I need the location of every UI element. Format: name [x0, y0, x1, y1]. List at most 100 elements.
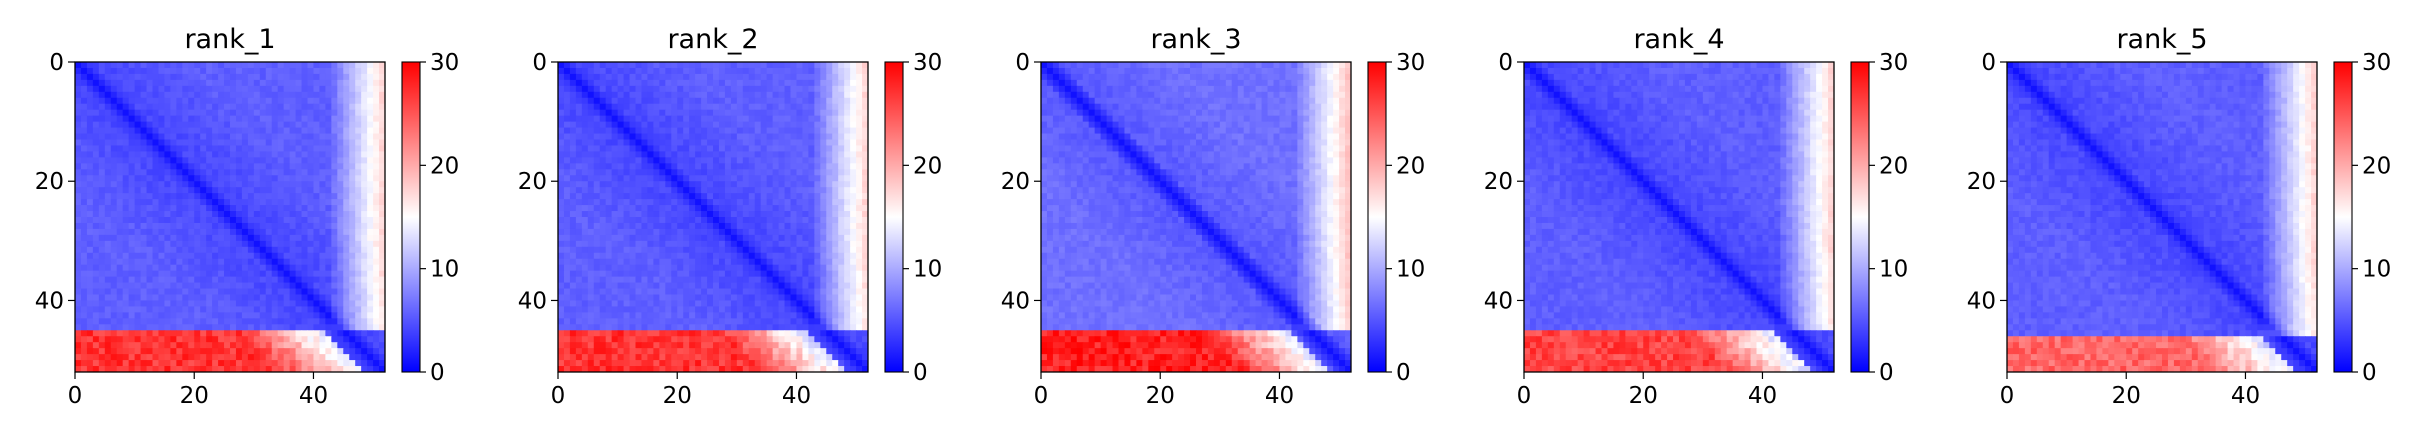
heatmap-cell: [247, 228, 255, 236]
heatmap-cell: [790, 217, 798, 224]
heatmap-cell: [629, 270, 637, 278]
heatmap-cell: [92, 187, 100, 194]
heatmap-cell: [850, 222, 857, 230]
heatmap-cell: [247, 157, 255, 164]
heatmap-cell: [325, 360, 332, 367]
heatmap-cell: [760, 187, 768, 194]
heatmap-cell: [170, 199, 177, 206]
heatmap-cell: [361, 348, 368, 355]
heatmap-cell: [581, 151, 589, 158]
heatmap-cell: [212, 276, 219, 284]
heatmap-cell: [826, 228, 833, 236]
heatmap-cell: [253, 205, 261, 212]
heatmap-cell: [134, 366, 142, 372]
heatmap-cell: [247, 300, 255, 308]
heatmap-cell: [730, 246, 738, 254]
heatmap-cell: [826, 79, 833, 87]
heatmap-cell: [230, 306, 237, 313]
heatmap-cell: [253, 139, 261, 147]
heatmap-cell: [659, 318, 666, 325]
heatmap-cell: [730, 306, 738, 313]
heatmap-cell: [677, 62, 684, 69]
heatmap-cell: [295, 270, 303, 278]
heatmap-cell: [206, 163, 213, 170]
heatmap-cell: [289, 330, 297, 337]
heatmap-cell: [116, 175, 124, 182]
heatmap-cell: [80, 62, 88, 69]
heatmap-cell: [569, 121, 577, 129]
heatmap-cell: [319, 133, 326, 141]
heatmap-cell: [748, 270, 756, 278]
heatmap-cell: [814, 133, 821, 141]
heatmap-cell: [104, 181, 112, 188]
heatmap-cell: [569, 109, 577, 117]
heatmap-cell: [379, 342, 385, 349]
heatmap-cell: [212, 169, 219, 176]
heatmap-cell: [289, 282, 297, 290]
heatmap-cell: [695, 62, 702, 69]
heatmap-cell: [713, 199, 720, 206]
heatmap-cell: [635, 79, 643, 87]
heatmap-cell: [152, 85, 160, 93]
heatmap-cell: [814, 163, 821, 170]
heatmap-cell: [361, 306, 368, 313]
heatmap-cell: [629, 222, 637, 230]
heatmap-cell: [194, 288, 201, 296]
heatmap-cell: [742, 306, 750, 313]
heatmap-cell: [235, 306, 243, 313]
heatmap-cell: [140, 258, 148, 266]
heatmap-cell: [253, 175, 261, 182]
heatmap-cell: [224, 181, 231, 188]
heatmap-cell: [790, 234, 798, 242]
heatmap-cell: [623, 258, 631, 266]
heatmap-cell: [826, 67, 833, 75]
heatmap-cell: [200, 324, 207, 331]
heatmap-cell: [736, 79, 744, 87]
heatmap-cell: [838, 270, 845, 278]
heatmap-cell: [617, 73, 625, 81]
heatmap-cell: [134, 240, 142, 248]
heatmap-cell: [754, 264, 762, 272]
heatmap-cell: [158, 270, 166, 278]
heatmap-cell: [820, 270, 827, 278]
heatmap-cell: [259, 133, 267, 141]
heatmap-cell: [230, 324, 237, 331]
heatmap-cell: [218, 282, 225, 290]
heatmap-cell: [587, 300, 595, 308]
heatmap-cell: [695, 163, 702, 170]
heatmap-cell: [152, 324, 160, 331]
heatmap-cell: [235, 187, 243, 194]
heatmap-cell: [235, 294, 243, 302]
heatmap-cell: [307, 187, 315, 194]
heatmap-cell: [98, 240, 106, 248]
heatmap-cell: [241, 228, 249, 236]
heatmap-cell: [724, 276, 732, 284]
heatmap-cell: [367, 79, 374, 87]
heatmap-cell: [820, 151, 827, 158]
heatmap-cell: [230, 366, 237, 372]
heatmap-cell: [241, 276, 249, 284]
heatmap-cell: [760, 169, 768, 176]
heatmap-cell: [617, 91, 625, 99]
heatmap-cell: [176, 324, 183, 331]
heatmap-cell: [146, 85, 154, 93]
heatmap-cell: [164, 127, 171, 135]
heatmap-cell: [701, 157, 708, 164]
heatmap-cell: [593, 252, 601, 260]
heatmap-cell: [796, 217, 804, 224]
heatmap-cell: [259, 169, 267, 176]
heatmap-cell: [379, 175, 385, 182]
heatmap-cell: [724, 109, 732, 117]
heatmap-cell: [259, 85, 267, 93]
heatmap-cell: [677, 246, 684, 254]
heatmap-cell: [331, 228, 338, 236]
heatmap-cell: [605, 240, 613, 248]
heatmap-cell: [325, 318, 332, 325]
heatmap-cell: [277, 121, 285, 129]
heatmap-cell: [253, 187, 261, 194]
heatmap-cell: [140, 234, 148, 242]
heatmap-cell: [128, 282, 136, 290]
heatmap-cell: [790, 181, 798, 188]
heatmap-cell: [158, 342, 166, 349]
heatmap-cell: [629, 306, 637, 313]
